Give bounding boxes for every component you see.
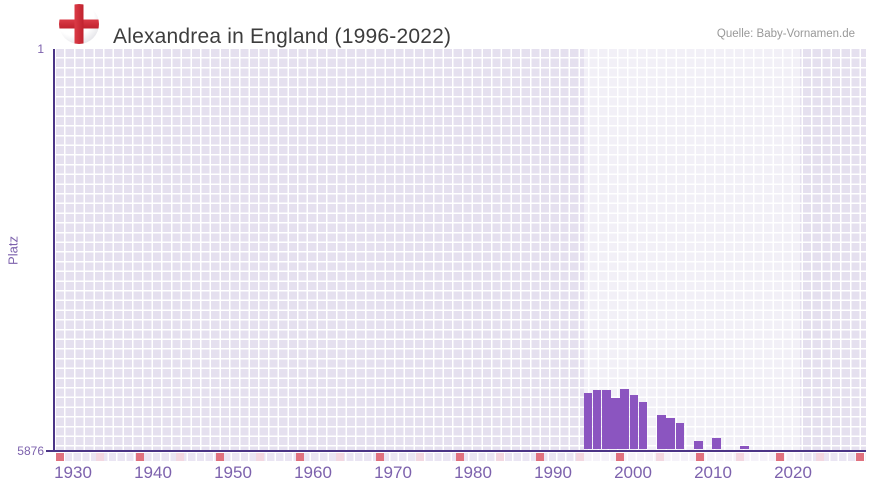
rank-bar-2001 <box>629 394 639 450</box>
half-decade-mark-1965 <box>335 453 344 461</box>
rank-bar-2004 <box>657 415 666 450</box>
half-decade-mark-2005 <box>655 453 664 461</box>
y-axis-title: Platz <box>5 236 21 265</box>
decade-mark-1970 <box>375 453 384 461</box>
rank-bar-2000 <box>620 389 629 450</box>
england-flag-icon <box>59 4 99 44</box>
half-decade-mark-1935 <box>95 453 104 461</box>
x-tick-label-1990: 1990 <box>534 463 572 482</box>
rank-bar-2010 <box>712 437 721 450</box>
rank-bar-1998 <box>601 389 611 450</box>
x-tick-label-1960: 1960 <box>294 463 332 482</box>
rank-bar-2006 <box>675 423 685 450</box>
rank-bar-1997 <box>592 389 602 450</box>
x-tick-label-1970: 1970 <box>374 463 412 482</box>
x-tick-label-2010: 2010 <box>694 463 732 482</box>
half-decade-mark-1975 <box>415 453 424 461</box>
half-decade-mark-1945 <box>175 453 184 461</box>
rank-bar-1999 <box>611 397 620 450</box>
decade-mark-1990 <box>535 453 544 461</box>
rank-bar-2005 <box>666 417 675 450</box>
decade-mark-1940 <box>135 453 144 461</box>
y-axis-line <box>53 49 55 451</box>
decade-mark-2000 <box>615 453 624 461</box>
x-tick-label-1950: 1950 <box>214 463 252 482</box>
data-period-highlight <box>583 49 800 461</box>
rank-bar-2013 <box>739 446 749 450</box>
decade-mark-2020 <box>775 453 784 461</box>
x-tick-label-1980: 1980 <box>454 463 492 482</box>
decade-mark-1980 <box>455 453 464 461</box>
decade-mark-2030 <box>855 453 864 461</box>
x-tick-label-1940: 1940 <box>134 463 172 482</box>
decade-mark-1930 <box>55 453 64 461</box>
y-axis-top-tick-label: 1 <box>37 42 44 56</box>
half-decade-mark-2015 <box>735 453 744 461</box>
y-axis-bottom-tick-label: 5876 <box>17 444 44 458</box>
flag-cross-vertical <box>74 4 84 44</box>
rank-bar-2002 <box>638 402 648 450</box>
half-decade-mark-1995 <box>575 453 584 461</box>
x-tick-label-2000: 2000 <box>614 463 652 482</box>
x-tick-label-2020: 2020 <box>774 463 812 482</box>
rank-bar-1996 <box>583 393 593 450</box>
rank-bar-2008 <box>693 440 703 450</box>
source-attribution: Quelle: Baby-Vornamen.de <box>716 28 855 40</box>
decade-mark-2010 <box>695 453 704 461</box>
x-tick-label-1930: 1930 <box>54 463 92 482</box>
decade-mark-1960 <box>295 453 304 461</box>
half-decade-mark-1985 <box>495 453 504 461</box>
x-axis-line <box>46 449 866 452</box>
decade-mark-1950 <box>215 453 224 461</box>
chart-title: Alexandrea in England (1996-2022) <box>113 25 452 49</box>
half-decade-mark-1955 <box>255 453 264 461</box>
half-decade-mark-2025 <box>815 453 824 461</box>
